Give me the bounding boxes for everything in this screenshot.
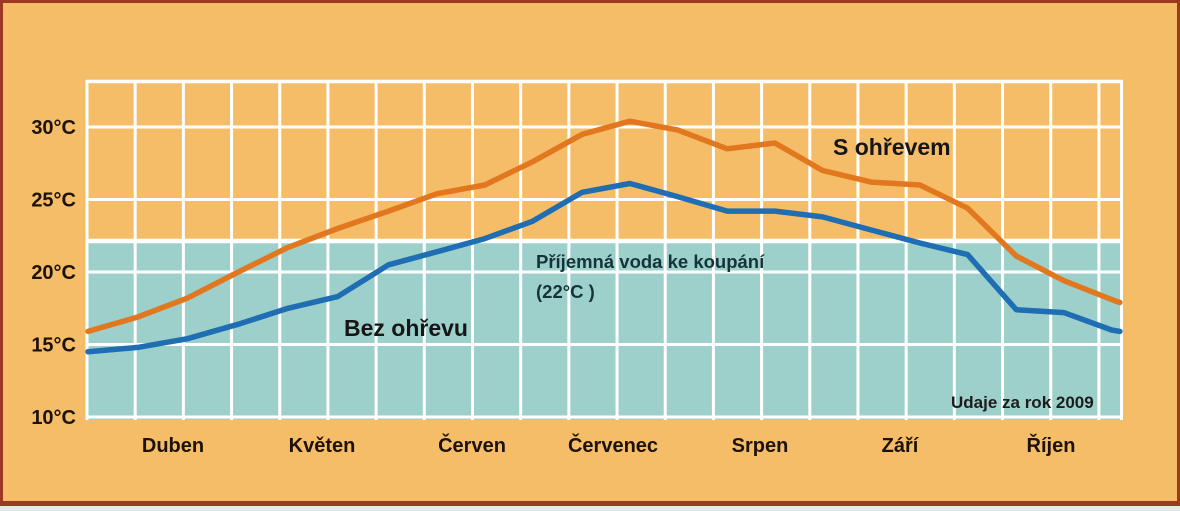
series-layer [85,118,1123,355]
month-label-5: Srpen [732,435,789,457]
series-label-heated: S ohřevem [833,134,951,160]
y-tick-label-30: 30°C [31,117,76,139]
month-label-2: Květen [289,435,356,457]
band-label-line2: (22°C ) [536,281,595,302]
series-line-unheated [85,180,1123,355]
month-label-7: Říjen [1027,433,1076,457]
y-tick-label-15: 15°C [31,335,76,357]
band-label-line1: Příjemná voda ke koupání [536,251,765,272]
series-line-heated [85,118,1123,335]
y-tick-label-10: 10°C [31,407,76,429]
series-label-unheated: Bez ohřevu [344,315,468,341]
month-label-1: Duben [142,435,204,457]
source-note: Udaje za rok 2009 [951,393,1094,412]
month-label-4: Červenec [568,433,658,457]
y-tick-label-25: 25°C [31,190,76,212]
month-label-6: Září [882,435,920,457]
month-label-3: Červen [438,433,506,457]
axis-labels-layer: 30°C 25°C 20°C 15°C 10°C Duben Květen Červen Čer… [31,117,1075,457]
y-tick-label-20: 20°C [31,262,76,284]
